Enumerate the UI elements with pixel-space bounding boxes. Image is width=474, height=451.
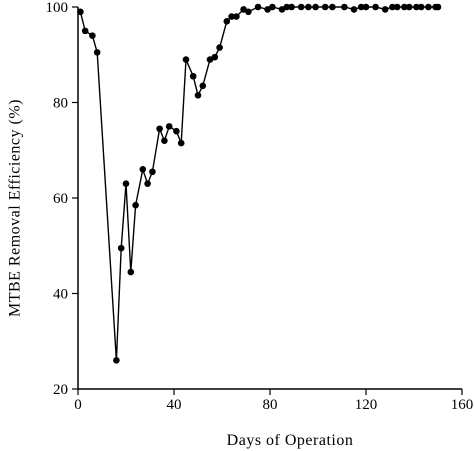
data-point: [434, 3, 442, 11]
y-tick-label: 80: [53, 96, 68, 112]
data-point: [350, 6, 358, 13]
data-point: [93, 49, 101, 56]
y-tick-label: 100: [46, 0, 69, 16]
series-line: [79, 6, 438, 361]
data-point: [77, 8, 84, 16]
x-tick-label: 120: [355, 397, 378, 413]
data-point: [283, 3, 291, 11]
data-point: [89, 32, 96, 39]
data-point: [341, 3, 348, 11]
data-point: [381, 6, 389, 13]
y-tick-label: 20: [53, 382, 68, 398]
data-point: [216, 44, 223, 51]
data-series: [77, 3, 442, 364]
data-point: [165, 123, 173, 130]
data-point: [417, 3, 425, 11]
data-point: [144, 180, 151, 187]
data-point: [156, 125, 163, 133]
data-point: [254, 3, 262, 11]
data-point: [127, 268, 135, 276]
y-tick-label: 40: [53, 287, 68, 303]
data-point: [228, 13, 235, 20]
data-point: [211, 53, 219, 61]
data-point: [312, 3, 319, 11]
plot-frame: [77, 7, 462, 390]
y-tick-label: 60: [53, 191, 68, 207]
data-point: [177, 139, 185, 147]
data-point: [305, 3, 312, 11]
data-point: [372, 3, 379, 11]
data-point: [297, 3, 305, 11]
data-point: [245, 8, 252, 16]
data-point: [189, 72, 197, 80]
data-point: [357, 3, 365, 11]
data-point: [269, 3, 276, 11]
y-axis-ticks: 20 40 60 80 100: [46, 0, 78, 398]
y-axis-title: MTBE Removal Efficiency (%): [7, 99, 24, 317]
data-point: [149, 168, 156, 176]
data-point: [401, 3, 408, 11]
data-point: [132, 201, 139, 209]
data-point: [329, 3, 336, 11]
data-point: [425, 3, 432, 11]
x-tick-label: 40: [167, 397, 182, 413]
data-point: [161, 137, 168, 144]
x-axis-title: Days of Operation: [227, 432, 354, 449]
data-point: [393, 3, 401, 11]
data-point: [81, 27, 89, 35]
data-point: [122, 180, 130, 187]
data-point: [288, 3, 295, 11]
data-point: [321, 3, 329, 11]
data-point: [117, 244, 125, 252]
data-point: [199, 82, 207, 90]
x-axis-ticks: 0 40 80 120 160: [74, 389, 473, 413]
data-point: [194, 92, 202, 99]
x-tick-label: 0: [74, 397, 82, 413]
data-point: [389, 3, 396, 11]
x-tick-label: 80: [263, 397, 278, 413]
data-point: [223, 18, 231, 25]
data-point: [405, 3, 413, 11]
data-point: [182, 56, 190, 63]
data-point: [139, 166, 147, 173]
data-point: [173, 127, 180, 135]
data-point: [113, 357, 120, 364]
x-tick-label: 160: [451, 397, 474, 413]
data-point: [233, 13, 240, 20]
data-point: [362, 3, 370, 11]
data-point: [413, 3, 420, 11]
